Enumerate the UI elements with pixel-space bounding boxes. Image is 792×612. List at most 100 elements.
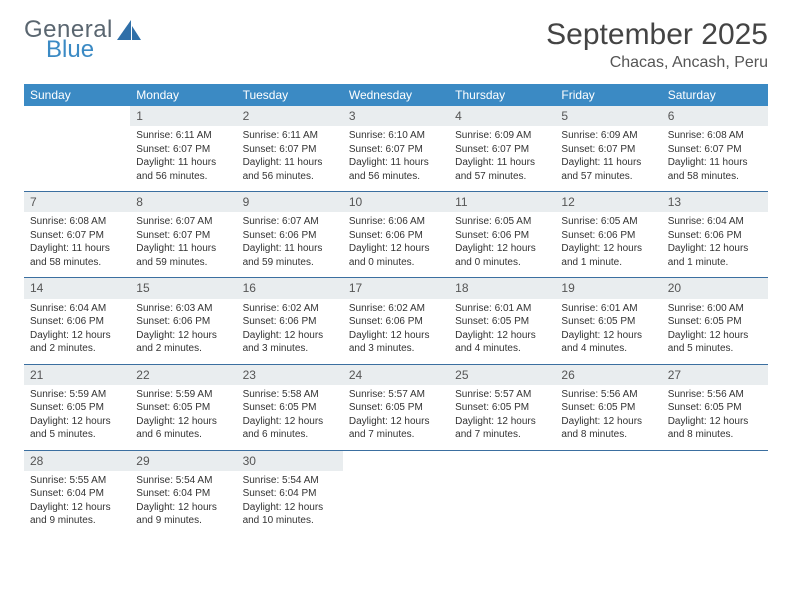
day-sunrise: Sunrise: 6:08 AM bbox=[668, 129, 762, 143]
day-cell: 30Sunrise: 5:54 AMSunset: 6:04 PMDayligh… bbox=[237, 451, 343, 536]
day-sunrise: Sunrise: 6:05 AM bbox=[455, 215, 549, 229]
weekday-label: Friday bbox=[555, 84, 661, 106]
day-sunset: Sunset: 6:07 PM bbox=[243, 143, 337, 157]
day-cell: 2Sunrise: 6:11 AMSunset: 6:07 PMDaylight… bbox=[237, 106, 343, 191]
day-cell: 22Sunrise: 5:59 AMSunset: 6:05 PMDayligh… bbox=[130, 365, 236, 450]
day-cell: 16Sunrise: 6:02 AMSunset: 6:06 PMDayligh… bbox=[237, 278, 343, 363]
day-daylight: Daylight: 12 hours and 8 minutes. bbox=[668, 415, 762, 442]
day-sunrise: Sunrise: 6:11 AM bbox=[136, 129, 230, 143]
logo: General Blue bbox=[24, 18, 143, 62]
day-sunrise: Sunrise: 6:09 AM bbox=[561, 129, 655, 143]
day-sunset: Sunset: 6:07 PM bbox=[136, 229, 230, 243]
day-body: Sunrise: 6:02 AMSunset: 6:06 PMDaylight:… bbox=[343, 299, 449, 364]
week-row: 1Sunrise: 6:11 AMSunset: 6:07 PMDaylight… bbox=[24, 106, 768, 191]
day-cell: 7Sunrise: 6:08 AMSunset: 6:07 PMDaylight… bbox=[24, 192, 130, 277]
day-cell: 15Sunrise: 6:03 AMSunset: 6:06 PMDayligh… bbox=[130, 278, 236, 363]
day-cell: 3Sunrise: 6:10 AMSunset: 6:07 PMDaylight… bbox=[343, 106, 449, 191]
day-cell bbox=[449, 451, 555, 536]
day-sunset: Sunset: 6:06 PM bbox=[136, 315, 230, 329]
day-daylight: Daylight: 12 hours and 6 minutes. bbox=[136, 415, 230, 442]
day-cell: 26Sunrise: 5:56 AMSunset: 6:05 PMDayligh… bbox=[555, 365, 661, 450]
day-body: Sunrise: 6:01 AMSunset: 6:05 PMDaylight:… bbox=[555, 299, 661, 364]
day-sunset: Sunset: 6:05 PM bbox=[455, 401, 549, 415]
day-daylight: Daylight: 12 hours and 7 minutes. bbox=[349, 415, 443, 442]
day-number: 16 bbox=[237, 278, 343, 298]
day-body: Sunrise: 6:11 AMSunset: 6:07 PMDaylight:… bbox=[130, 126, 236, 191]
weekday-label: Thursday bbox=[449, 84, 555, 106]
day-number: 12 bbox=[555, 192, 661, 212]
day-daylight: Daylight: 12 hours and 5 minutes. bbox=[668, 329, 762, 356]
day-sunset: Sunset: 6:06 PM bbox=[455, 229, 549, 243]
day-number: 29 bbox=[130, 451, 236, 471]
day-sunrise: Sunrise: 6:04 AM bbox=[30, 302, 124, 316]
weekday-label: Wednesday bbox=[343, 84, 449, 106]
day-sunset: Sunset: 6:05 PM bbox=[561, 401, 655, 415]
day-number: 25 bbox=[449, 365, 555, 385]
day-body: Sunrise: 6:05 AMSunset: 6:06 PMDaylight:… bbox=[449, 212, 555, 277]
day-sunrise: Sunrise: 6:09 AM bbox=[455, 129, 549, 143]
day-sunset: Sunset: 6:06 PM bbox=[668, 229, 762, 243]
day-daylight: Daylight: 12 hours and 6 minutes. bbox=[243, 415, 337, 442]
day-sunset: Sunset: 6:05 PM bbox=[668, 315, 762, 329]
week-row: 14 Sunrise: 6:04 AM Sunset: 6:06 PM Dayligh… bbox=[24, 277, 768, 363]
day-sunrise: Sunrise: 6:01 AM bbox=[455, 302, 549, 316]
day-daylight: Daylight: 12 hours and 4 minutes. bbox=[455, 329, 549, 356]
day-sunrise: Sunrise: 5:55 AM bbox=[30, 474, 124, 488]
week-row: 28Sunrise: 5:55 AMSunset: 6:04 PMDayligh… bbox=[24, 450, 768, 536]
day-number: 10 bbox=[343, 192, 449, 212]
day-body: Sunrise: 6:04 AMSunset: 6:06 PMDaylight:… bbox=[662, 212, 768, 277]
day-cell: 6Sunrise: 6:08 AMSunset: 6:07 PMDaylight… bbox=[662, 106, 768, 191]
day-body: Sunrise: 6:08 AMSunset: 6:07 PMDaylight:… bbox=[662, 126, 768, 191]
day-sunset: Sunset: 6:06 PM bbox=[349, 229, 443, 243]
day-daylight: Daylight: 12 hours and 0 minutes. bbox=[455, 242, 549, 269]
day-body: Sunrise: 6:06 AMSunset: 6:06 PMDaylight:… bbox=[343, 212, 449, 277]
day-daylight: Daylight: 11 hours and 57 minutes. bbox=[561, 156, 655, 183]
day-body: Sunrise: 6:11 AMSunset: 6:07 PMDaylight:… bbox=[237, 126, 343, 191]
day-body: Sunrise: 5:54 AMSunset: 6:04 PMDaylight:… bbox=[237, 471, 343, 536]
day-sunrise: Sunrise: 5:54 AM bbox=[243, 474, 337, 488]
day-sunrise: Sunrise: 5:59 AM bbox=[30, 388, 124, 402]
day-body: Sunrise: 5:55 AMSunset: 6:04 PMDaylight:… bbox=[24, 471, 130, 536]
day-cell: 10Sunrise: 6:06 AMSunset: 6:06 PMDayligh… bbox=[343, 192, 449, 277]
day-sunrise: Sunrise: 6:04 AM bbox=[668, 215, 762, 229]
day-sunset: Sunset: 6:07 PM bbox=[561, 143, 655, 157]
day-sunrise: Sunrise: 5:57 AM bbox=[349, 388, 443, 402]
day-sunrise: Sunrise: 5:56 AM bbox=[561, 388, 655, 402]
calendar: Sunday Monday Tuesday Wednesday Thursday… bbox=[24, 84, 768, 536]
day-cell: 28Sunrise: 5:55 AMSunset: 6:04 PMDayligh… bbox=[24, 451, 130, 536]
day-number: 7 bbox=[24, 192, 130, 212]
day-body: Sunrise: 6:01 AMSunset: 6:05 PMDaylight:… bbox=[449, 299, 555, 364]
day-daylight: Daylight: 12 hours and 2 minutes. bbox=[30, 329, 124, 356]
day-daylight: Daylight: 11 hours and 56 minutes. bbox=[243, 156, 337, 183]
logo-text-bottom: Blue bbox=[46, 38, 143, 62]
day-sunset: Sunset: 6:06 PM bbox=[561, 229, 655, 243]
day-cell: 24Sunrise: 5:57 AMSunset: 6:05 PMDayligh… bbox=[343, 365, 449, 450]
day-number: 14 bbox=[24, 278, 130, 298]
day-cell bbox=[662, 451, 768, 536]
day-body: Sunrise: 6:09 AMSunset: 6:07 PMDaylight:… bbox=[449, 126, 555, 191]
page-title: September 2025 bbox=[546, 18, 768, 52]
day-body: Sunrise: 6:08 AMSunset: 6:07 PMDaylight:… bbox=[24, 212, 130, 277]
day-sunset: Sunset: 6:06 PM bbox=[243, 315, 337, 329]
day-cell: 4Sunrise: 6:09 AMSunset: 6:07 PMDaylight… bbox=[449, 106, 555, 191]
day-cell: 8Sunrise: 6:07 AMSunset: 6:07 PMDaylight… bbox=[130, 192, 236, 277]
day-sunset: Sunset: 6:07 PM bbox=[30, 229, 124, 243]
weekday-header: Sunday Monday Tuesday Wednesday Thursday… bbox=[24, 84, 768, 106]
day-sunrise: Sunrise: 6:08 AM bbox=[30, 215, 124, 229]
day-number: 28 bbox=[24, 451, 130, 471]
day-cell: 27Sunrise: 5:56 AMSunset: 6:05 PMDayligh… bbox=[662, 365, 768, 450]
day-daylight: Daylight: 11 hours and 56 minutes. bbox=[349, 156, 443, 183]
day-body: Sunrise: 6:00 AMSunset: 6:05 PMDaylight:… bbox=[662, 299, 768, 364]
day-sunrise: Sunrise: 6:10 AM bbox=[349, 129, 443, 143]
day-body: Sunrise: 6:05 AMSunset: 6:06 PMDaylight:… bbox=[555, 212, 661, 277]
location-text: Chacas, Ancash, Peru bbox=[546, 54, 768, 72]
day-number: 27 bbox=[662, 365, 768, 385]
day-number: 20 bbox=[662, 278, 768, 298]
day-cell: 23Sunrise: 5:58 AMSunset: 6:05 PMDayligh… bbox=[237, 365, 343, 450]
day-number: 24 bbox=[343, 365, 449, 385]
day-daylight: Daylight: 12 hours and 0 minutes. bbox=[349, 242, 443, 269]
day-sunrise: Sunrise: 6:11 AM bbox=[243, 129, 337, 143]
day-daylight: Daylight: 11 hours and 59 minutes. bbox=[243, 242, 337, 269]
day-daylight: Daylight: 11 hours and 59 minutes. bbox=[136, 242, 230, 269]
day-cell: 25Sunrise: 5:57 AMSunset: 6:05 PMDayligh… bbox=[449, 365, 555, 450]
